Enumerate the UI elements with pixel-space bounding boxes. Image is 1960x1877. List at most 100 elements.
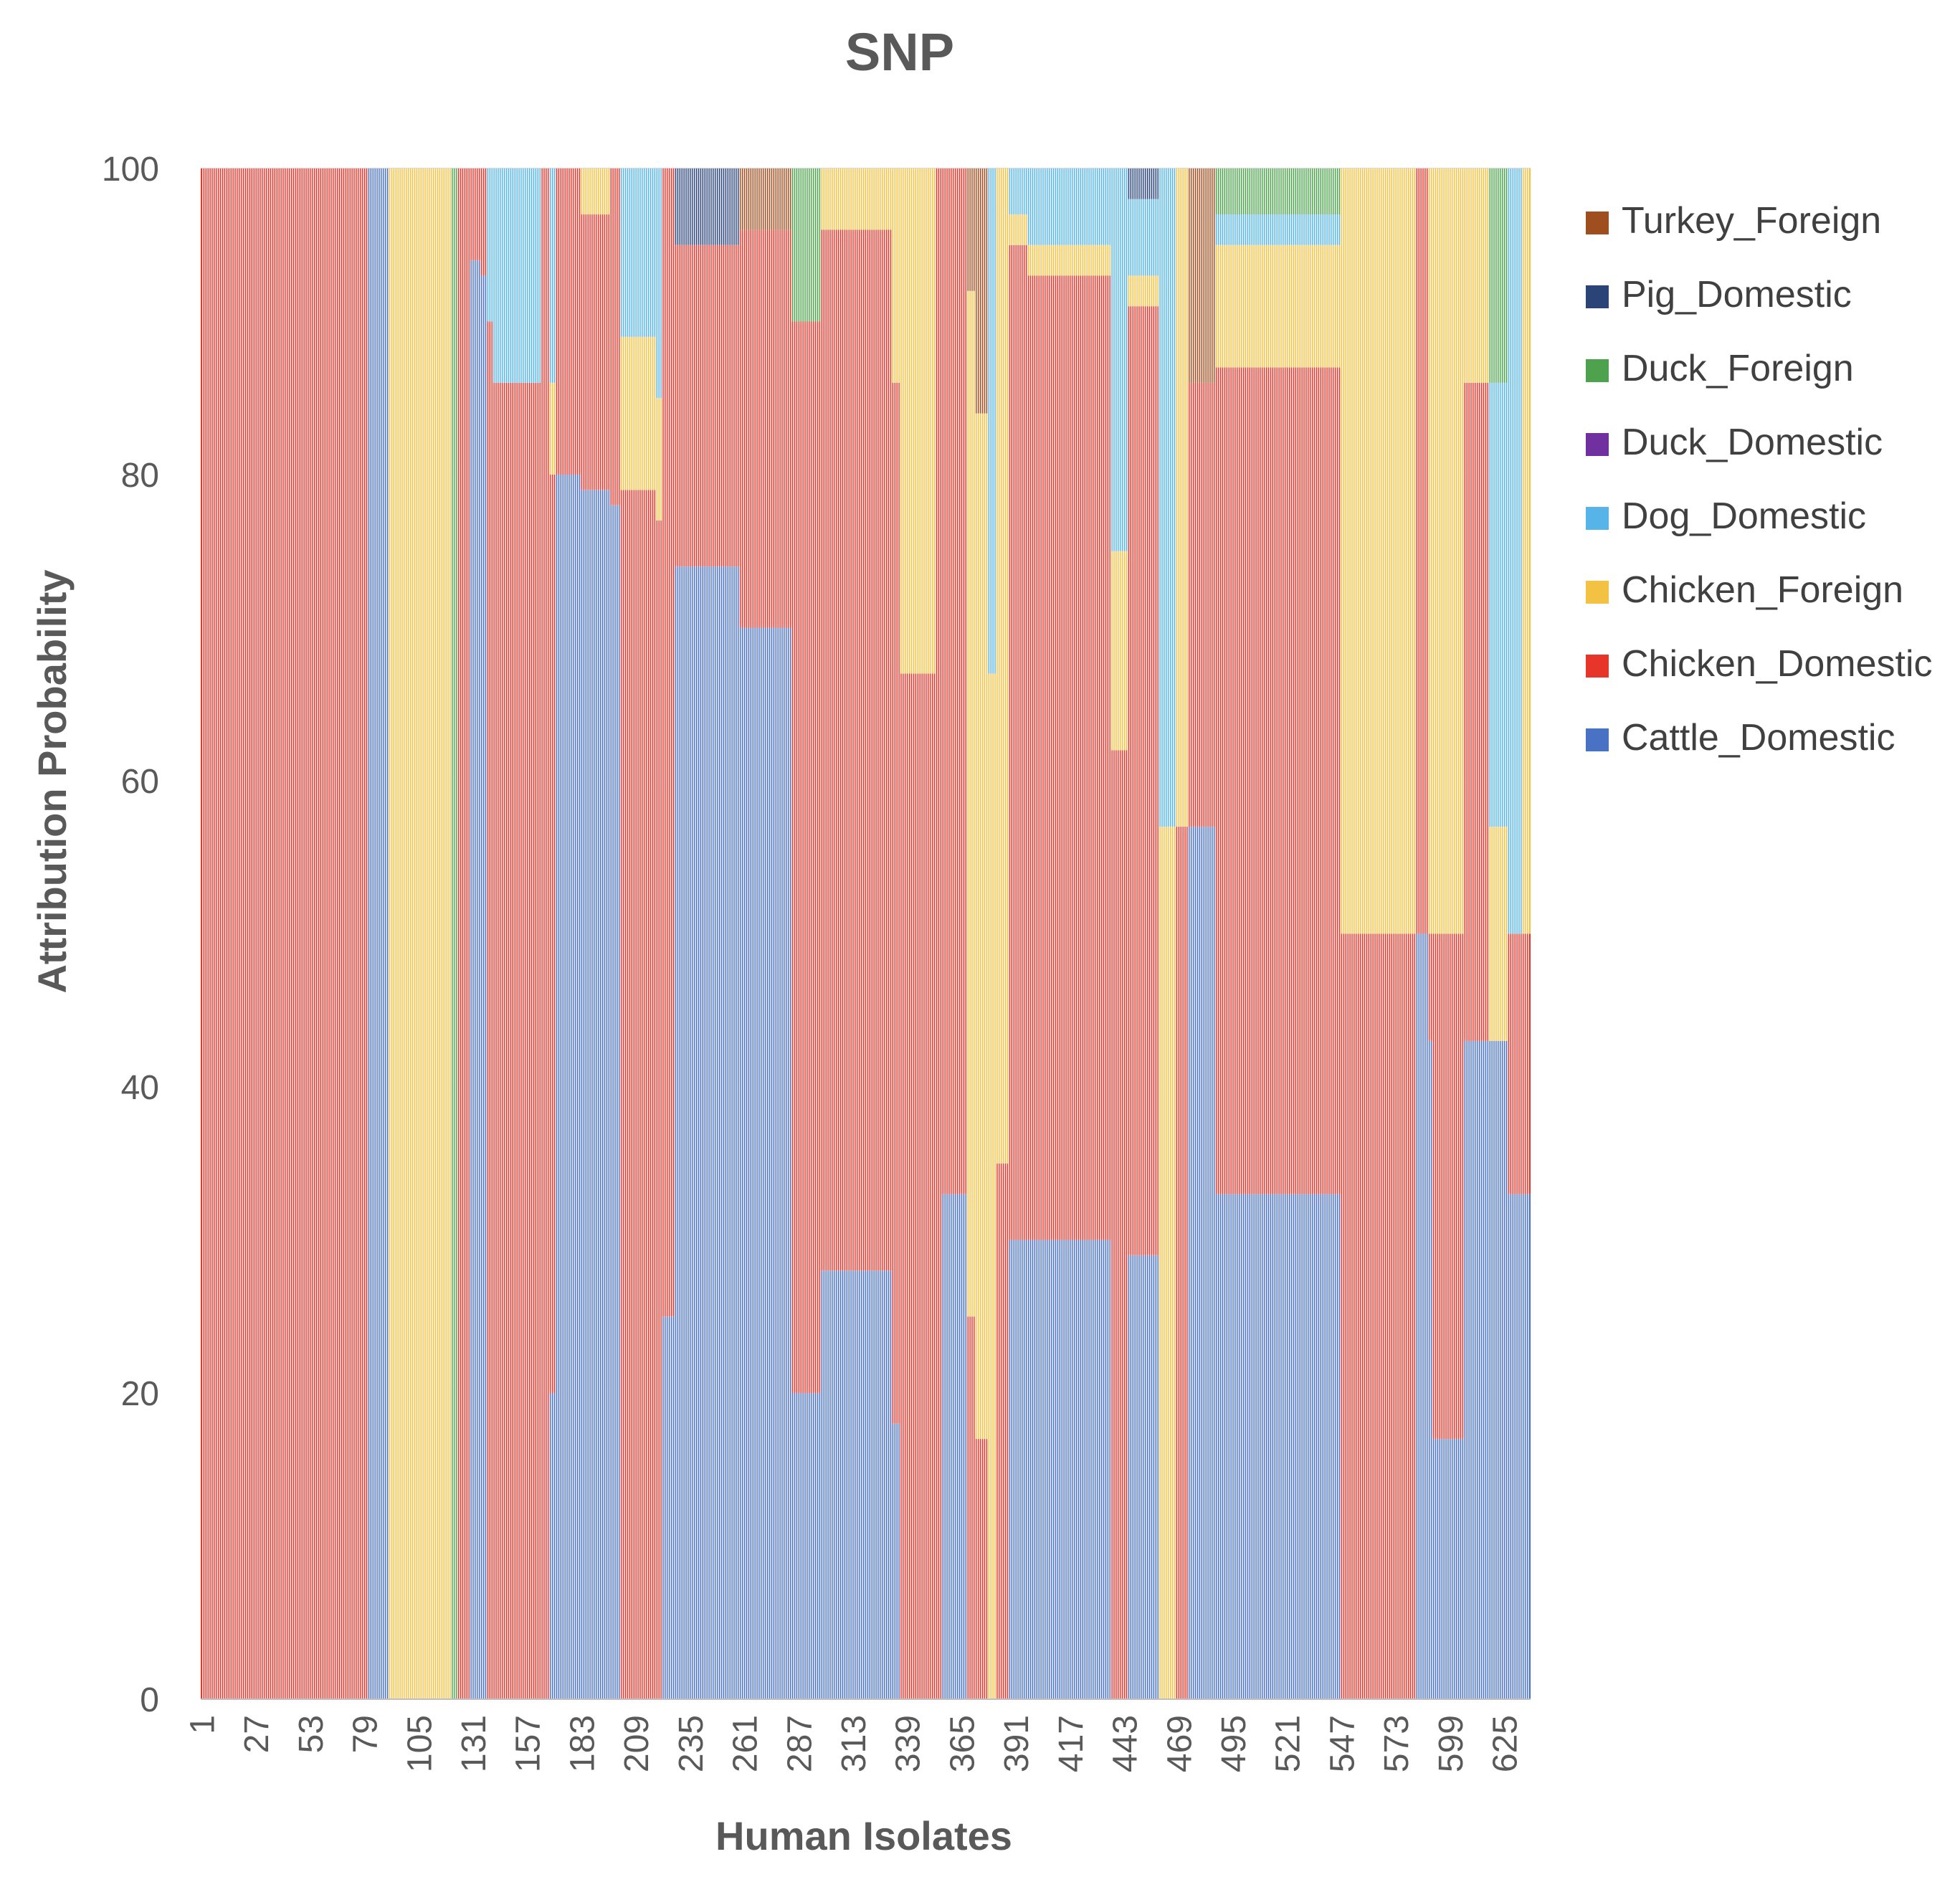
bar-segment [1008, 1240, 1028, 1699]
bar-segment [1127, 1255, 1159, 1699]
x-tick-label: 79 [347, 1715, 385, 1753]
chart-title: SNP [845, 22, 954, 82]
bar-segment [1127, 199, 1159, 276]
bar-segment [1432, 1439, 1464, 1699]
bar-segment [480, 275, 487, 1700]
legend-item: Dog_Domestic [1586, 495, 1866, 537]
legend-item: Cattle_Domestic [1586, 717, 1895, 759]
bar-segment [1488, 168, 1508, 383]
legend-label: Pig_Domestic [1622, 274, 1852, 315]
bar-segment [1432, 933, 1464, 1440]
y-tick-label: 60 [121, 763, 159, 801]
x-tick-label: 1 [184, 1715, 222, 1734]
y-axis-ticks: 0 20 40 60 80 100 [102, 151, 159, 1719]
x-tick-label: 157 [510, 1715, 548, 1772]
x-tick-label: 625 [1487, 1715, 1525, 1772]
x-tick-label: 27 [238, 1715, 276, 1753]
legend-label: Turkey_Foreign [1622, 200, 1881, 242]
bar-segment [1127, 306, 1159, 1255]
x-tick-label: 469 [1161, 1715, 1199, 1772]
legend-item: Pig_Domestic [1586, 274, 1852, 315]
x-tick-label: 365 [943, 1715, 981, 1772]
x-tick-label: 417 [1052, 1715, 1090, 1772]
legend-swatch [1586, 359, 1609, 382]
legend: Turkey_Foreign Pig_Domestic Duck_Foreign Du… [1586, 200, 1933, 759]
y-tick-label: 20 [121, 1375, 159, 1413]
legend-swatch [1586, 728, 1609, 751]
legend-item: Chicken_Foreign [1586, 569, 1903, 611]
legend-item: Duck_Foreign [1586, 348, 1854, 389]
legend-label: Dog_Domestic [1622, 495, 1866, 537]
x-tick-label: 521 [1270, 1715, 1308, 1772]
bar-segment [1127, 275, 1159, 307]
x-tick-label: 547 [1323, 1715, 1361, 1772]
x-tick-label: 391 [998, 1715, 1036, 1772]
bar-segment [549, 1393, 556, 1699]
bar-segment [486, 321, 493, 1699]
bar-segment [620, 336, 656, 490]
bar-segment [493, 168, 541, 383]
x-tick-label: 209 [618, 1715, 656, 1772]
bar-segment [655, 521, 662, 1699]
x-tick-label: 495 [1215, 1715, 1253, 1772]
bar-segment [451, 168, 458, 1699]
bar-segment [1008, 244, 1028, 1240]
x-axis-title: Human Isolates [715, 1813, 1012, 1858]
bar-segment [1008, 168, 1028, 215]
bar-segment [936, 168, 942, 1699]
bar-segment [549, 168, 556, 383]
x-tick-label: 443 [1107, 1715, 1145, 1772]
bar-segment [1488, 1040, 1508, 1699]
legend-label: Chicken_Foreign [1622, 569, 1903, 611]
legend-label: Cattle_Domestic [1622, 717, 1895, 759]
bar-segment [1008, 214, 1028, 245]
y-tick-label: 40 [121, 1069, 159, 1107]
x-axis-ticks: 1 27 53 79 105 131 157 183 209 235 261 287 313 339 365… [184, 1715, 1524, 1772]
legend-swatch [1586, 655, 1609, 678]
legend-label: Chicken_Domestic [1622, 643, 1933, 685]
y-tick-label: 0 [140, 1681, 159, 1719]
bar-segment [620, 168, 656, 337]
bar-segment [1488, 827, 1508, 1041]
x-tick-label: 339 [890, 1715, 928, 1772]
legend-swatch [1586, 433, 1609, 456]
x-tick-label: 261 [727, 1715, 765, 1772]
bar-segment [655, 168, 662, 399]
bar-segment [655, 398, 662, 521]
legend-swatch [1586, 285, 1609, 308]
x-tick-label: 131 [455, 1715, 493, 1772]
bar-segment [675, 244, 740, 567]
legend-label: Duck_Foreign [1622, 348, 1854, 389]
plot-area [201, 168, 1531, 1700]
legend-swatch [1586, 581, 1609, 604]
legend-label: Duck_Domestic [1622, 422, 1883, 463]
bar-segment [493, 382, 541, 1699]
bar-segment [549, 475, 556, 1393]
x-tick-label: 599 [1432, 1715, 1470, 1772]
bar-segment [480, 168, 487, 276]
x-tick-label: 105 [401, 1715, 439, 1772]
x-tick-label: 287 [781, 1715, 819, 1772]
bar-segment [675, 566, 740, 1699]
legend-item: Turkey_Foreign [1586, 200, 1881, 242]
bar-segment [549, 382, 556, 475]
bar-segment [1432, 168, 1464, 934]
y-tick-label: 100 [102, 151, 159, 189]
bar-segment [486, 168, 493, 322]
x-tick-label: 573 [1378, 1715, 1416, 1772]
legend-item: Chicken_Domestic [1586, 643, 1933, 685]
bar-segment [900, 168, 936, 674]
x-tick-label: 313 [835, 1715, 873, 1772]
bar-segment [900, 673, 936, 1699]
x-tick-label: 53 [292, 1715, 330, 1753]
legend-item: Duck_Domestic [1586, 422, 1883, 463]
x-tick-label: 235 [672, 1715, 710, 1772]
bar-segment [620, 490, 656, 1699]
y-axis-title: Attribution Probability [29, 569, 75, 993]
legend-swatch [1586, 507, 1609, 530]
x-tick-label: 183 [563, 1715, 601, 1772]
y-tick-label: 80 [121, 457, 159, 495]
bar-segment [675, 168, 740, 245]
bar-segment [1127, 168, 1159, 199]
